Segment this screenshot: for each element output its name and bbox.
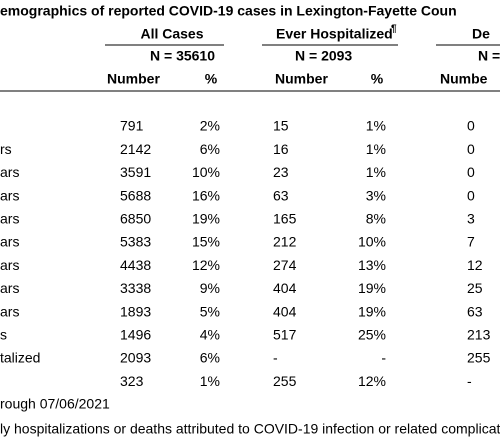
cell: 213 — [467, 327, 491, 343]
row-label: ars — [0, 187, 19, 203]
cell: 25% — [358, 327, 386, 343]
cell: 5% — [200, 303, 220, 319]
cell: 12% — [192, 257, 220, 273]
row-label: talized — [0, 350, 40, 366]
cell: 1% — [200, 373, 220, 389]
cell: 3% — [366, 187, 386, 203]
column-header: Number — [275, 71, 328, 87]
column-header: Number — [107, 71, 160, 87]
cell: 255 — [273, 373, 297, 389]
cell: 9% — [200, 280, 220, 296]
cell: 4438 — [120, 257, 151, 273]
cell: 63 — [273, 187, 289, 203]
cell: 19% — [192, 211, 220, 227]
title: emographics of reported COVID-19 cases i… — [0, 3, 457, 19]
cell: 15% — [192, 234, 220, 250]
cell: 4% — [200, 327, 220, 343]
cell: 1% — [366, 141, 386, 157]
row-label: ars — [0, 257, 19, 273]
cell: 16 — [273, 141, 289, 157]
cell: 5383 — [120, 234, 151, 250]
row-label: ars — [0, 211, 19, 227]
cell: 274 — [273, 257, 297, 273]
column-header: % — [371, 71, 384, 87]
n-label: N = — [478, 48, 500, 64]
cell: 404 — [273, 303, 297, 319]
cell: - — [381, 350, 386, 366]
column-header: Numbe — [440, 71, 488, 87]
row-label: ars — [0, 234, 19, 250]
cell: 23 — [273, 164, 289, 180]
cell: 15 — [273, 118, 289, 134]
cell: 13% — [358, 257, 386, 273]
group-header: All Cases — [140, 26, 203, 42]
cell: 404 — [273, 280, 297, 296]
cell: 10% — [192, 164, 220, 180]
row-label: ars — [0, 303, 19, 319]
cell: 0 — [467, 141, 475, 157]
cell: 1% — [366, 118, 386, 134]
cell: 165 — [273, 211, 297, 227]
cell: 6% — [200, 141, 220, 157]
row-label: rs — [0, 141, 12, 157]
cell: 323 — [120, 373, 144, 389]
cell: - — [273, 350, 278, 366]
cell: 2142 — [120, 141, 151, 157]
footnote: ly hospitalizations or deaths attributed… — [0, 421, 500, 437]
footnote-mark: ¶ — [391, 24, 397, 35]
cell: 10% — [358, 234, 386, 250]
cell: 6% — [200, 350, 220, 366]
cell: 3 — [467, 211, 475, 227]
cell: 212 — [273, 234, 297, 250]
cell: 3338 — [120, 280, 151, 296]
cell: 517 — [273, 327, 297, 343]
group-header: Ever Hospitalized — [276, 26, 393, 42]
cell: 791 — [120, 118, 144, 134]
cell: 0 — [467, 118, 475, 134]
cell: 2% — [200, 118, 220, 134]
column-header: % — [205, 71, 218, 87]
cell: 25 — [467, 280, 483, 296]
cell: 255 — [467, 350, 491, 366]
cell: 1% — [366, 164, 386, 180]
row-label: ars — [0, 280, 19, 296]
cell: 63 — [467, 303, 483, 319]
cell: 6850 — [120, 211, 151, 227]
cell: 12% — [358, 373, 386, 389]
cell: 2093 — [120, 350, 151, 366]
cell: - — [467, 373, 472, 389]
group-header: De — [472, 26, 490, 42]
cell: 1893 — [120, 303, 151, 319]
n-label: N = 35610 — [150, 48, 215, 64]
footnote: rough 07/06/2021 — [0, 396, 110, 412]
row-label: ars — [0, 164, 19, 180]
cell: 12 — [467, 257, 483, 273]
cell: 0 — [467, 164, 475, 180]
cell: 7 — [467, 234, 475, 250]
n-label: N = 2093 — [295, 48, 352, 64]
cell: 0 — [467, 187, 475, 203]
row-label: s — [0, 327, 7, 343]
cell: 19% — [358, 303, 386, 319]
cell: 8% — [366, 211, 386, 227]
cell: 5688 — [120, 187, 151, 203]
cell: 3591 — [120, 164, 151, 180]
cell: 1496 — [120, 327, 151, 343]
cell: 16% — [192, 187, 220, 203]
cell: 19% — [358, 280, 386, 296]
